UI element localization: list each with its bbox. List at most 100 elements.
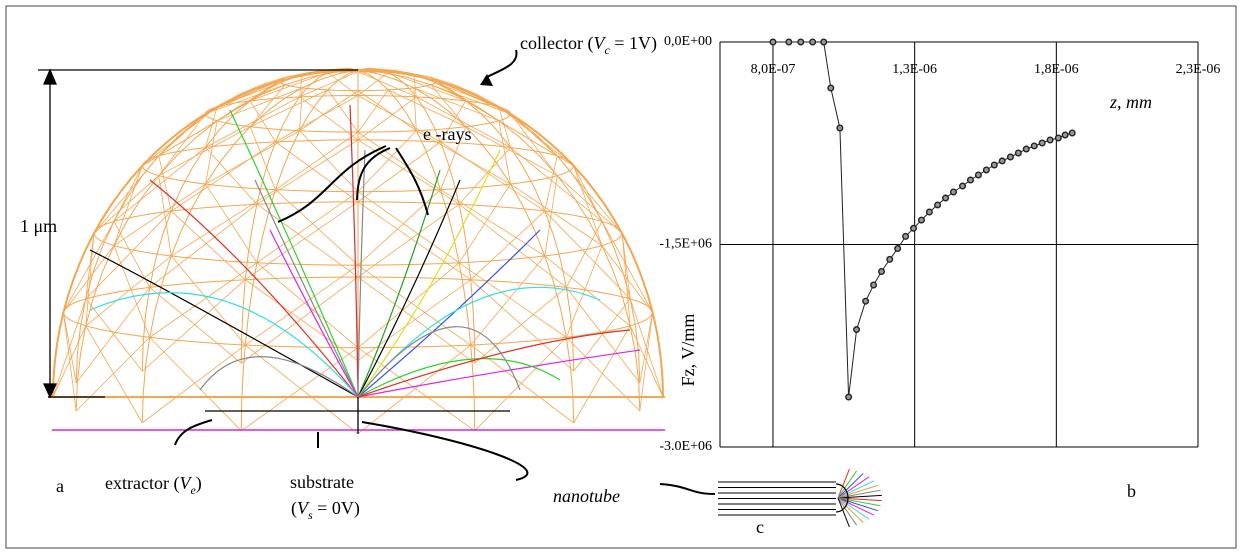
data-point bbox=[870, 281, 878, 289]
mesh-diagonal bbox=[75, 325, 150, 424]
data-point bbox=[797, 38, 805, 46]
mesh-diagonal bbox=[241, 276, 359, 364]
ray bbox=[357, 149, 366, 398]
inset-ray bbox=[837, 497, 870, 520]
ray bbox=[357, 329, 631, 398]
mesh-diagonal bbox=[465, 100, 558, 157]
data-point bbox=[959, 182, 967, 190]
data-point bbox=[809, 38, 817, 46]
data-point bbox=[1061, 131, 1069, 139]
diagram-lines bbox=[38, 49, 716, 495]
data-point bbox=[1006, 153, 1014, 161]
inset-ray bbox=[837, 497, 850, 528]
mesh-diagonal bbox=[357, 201, 471, 281]
ray bbox=[357, 358, 561, 398]
mesh-diagonal bbox=[52, 312, 87, 412]
mesh-diagonal bbox=[158, 100, 251, 157]
mesh-diagonal bbox=[440, 141, 545, 212]
mesh-diagonal bbox=[63, 221, 115, 313]
mesh-meridian bbox=[141, 68, 359, 372]
mesh-diagonal bbox=[470, 337, 574, 432]
data-point bbox=[845, 393, 853, 401]
mesh-diagonal bbox=[249, 87, 328, 131]
mesh-diagonal bbox=[544, 210, 631, 300]
data-point bbox=[982, 166, 990, 174]
mesh-diagonal bbox=[388, 87, 467, 131]
data-point bbox=[966, 176, 974, 184]
ray bbox=[89, 249, 359, 398]
mesh-diagonal bbox=[357, 344, 475, 434]
data-point bbox=[1054, 134, 1062, 142]
mesh-diagonal bbox=[216, 84, 303, 128]
mesh-diagonal bbox=[256, 189, 359, 266]
inset-ray bbox=[837, 484, 879, 499]
inset-ray bbox=[837, 473, 864, 499]
nanotube-inset bbox=[718, 468, 882, 528]
data-point bbox=[886, 255, 894, 263]
mesh-diagonal bbox=[357, 130, 441, 192]
panel-label: a bbox=[56, 476, 64, 496]
mesh-diagonal bbox=[388, 72, 466, 102]
ray bbox=[357, 229, 541, 398]
mesh-diagonal bbox=[601, 233, 653, 326]
mesh-diagonal bbox=[413, 84, 500, 128]
ray bbox=[349, 104, 359, 398]
mesh-diagonal bbox=[430, 80, 511, 122]
chart: 0,0E+00-1,5E+06-3.0E+068,0E-07 1,3E-06 1,8… bbox=[659, 34, 1220, 454]
y-tick-label: 0,0E+00 bbox=[664, 34, 712, 49]
mesh-diagonal bbox=[440, 183, 545, 264]
data-point bbox=[990, 161, 998, 169]
ray bbox=[229, 109, 359, 398]
ray bbox=[357, 326, 521, 398]
data-point bbox=[942, 194, 950, 202]
mesh-diagonal bbox=[601, 221, 653, 313]
y-axis-title: Fz, V/mm bbox=[678, 314, 698, 387]
ray bbox=[357, 149, 501, 398]
mesh-diagonal bbox=[142, 106, 218, 167]
data-point bbox=[917, 216, 925, 224]
x-axis-title: z, mm bbox=[1109, 92, 1152, 112]
mesh-diagonal bbox=[205, 96, 300, 148]
substrate-label: substrate bbox=[290, 472, 354, 492]
mesh-diagonal bbox=[250, 72, 328, 102]
data-point bbox=[925, 208, 933, 216]
data-point bbox=[1022, 145, 1030, 153]
mesh-diagonal bbox=[93, 165, 160, 246]
substrate-potential: (Vs = 0V) bbox=[291, 498, 360, 522]
mesh-diagonal bbox=[357, 139, 460, 205]
mesh-diagonal bbox=[149, 203, 258, 288]
inset-ray bbox=[837, 497, 881, 507]
mesh-diagonal bbox=[245, 201, 359, 281]
mesh-diagonal bbox=[544, 245, 631, 338]
mesh-meridian bbox=[141, 69, 359, 423]
mesh-diagonal bbox=[149, 255, 258, 346]
y-tick-label: -3.0E+06 bbox=[659, 439, 712, 454]
mesh-diagonal bbox=[158, 120, 251, 185]
tube-cap bbox=[835, 483, 849, 513]
mesh-diagonal bbox=[556, 155, 623, 234]
y-tick-label: -1,5E+06 bbox=[659, 237, 712, 252]
mesh-diagonal bbox=[63, 233, 115, 326]
ray bbox=[89, 292, 359, 398]
data-point bbox=[878, 268, 886, 276]
data-point bbox=[769, 38, 777, 46]
data-point bbox=[934, 201, 942, 209]
mesh-diagonal bbox=[357, 262, 471, 349]
mesh-diagonal bbox=[256, 139, 359, 205]
data-point bbox=[1038, 139, 1046, 147]
mesh-diagonal bbox=[458, 255, 567, 346]
data-point bbox=[785, 38, 793, 46]
inset-ray bbox=[837, 468, 850, 499]
ray bbox=[357, 169, 441, 398]
mesh-diagonal bbox=[171, 141, 276, 212]
mesh-diagonal bbox=[113, 147, 206, 222]
data-point bbox=[974, 171, 982, 179]
nanotube-label: nanotube bbox=[553, 486, 620, 506]
data-point bbox=[862, 297, 870, 305]
data-point bbox=[1014, 149, 1022, 157]
extractor-label: extractor (Ve) bbox=[105, 473, 202, 497]
mesh-diagonal bbox=[566, 325, 641, 424]
inset-ray bbox=[837, 470, 858, 499]
mesh-diagonal bbox=[241, 344, 359, 434]
data-point bbox=[827, 84, 835, 92]
